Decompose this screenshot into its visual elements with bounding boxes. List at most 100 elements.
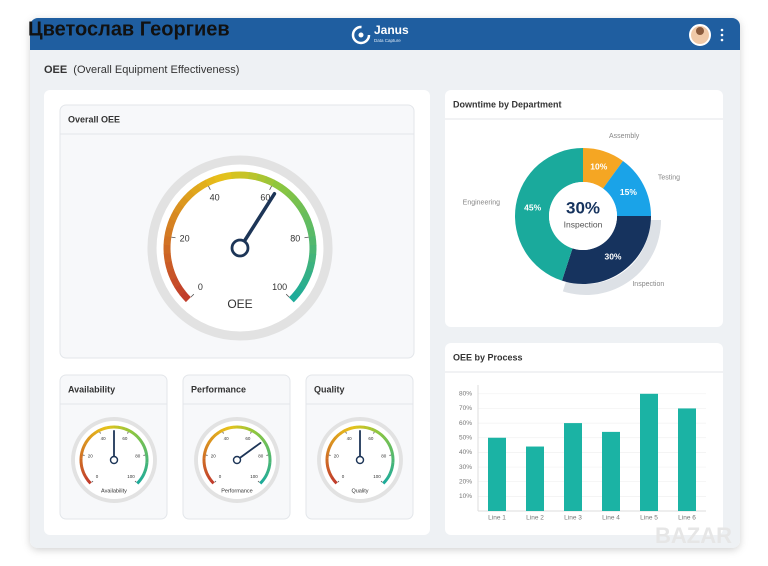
avatar-hair <box>696 27 704 35</box>
center-value: 30% <box>566 198 600 217</box>
gauge-tick-label: 80 <box>290 234 300 244</box>
slice-value-label: 15% <box>620 187 637 197</box>
gauge-color-arc <box>121 426 127 431</box>
gauge-tick <box>91 480 94 483</box>
gauge-color-arc <box>204 469 209 475</box>
gauge-color-arc <box>205 176 217 187</box>
overlay-name: Цветослав Георгиев <box>28 18 230 40</box>
gauge-color-arc <box>271 179 283 191</box>
gauge-color-arc <box>285 189 297 202</box>
brand-sub: Data Capture <box>374 38 401 43</box>
slice-category-label: Testing <box>658 175 680 182</box>
gauge-needle <box>236 442 262 461</box>
gauge-color-arc <box>389 446 394 452</box>
gauge-color-arc <box>291 196 303 208</box>
gauge-color-arc <box>203 465 208 471</box>
gauge-color-arc <box>296 203 307 215</box>
page-title-bold: OEE <box>44 64 67 76</box>
gauge-color-arc <box>326 446 331 452</box>
y-tick-label: 50% <box>459 434 472 441</box>
gauge-color-arc <box>91 431 97 437</box>
gauge-color-arc <box>388 469 393 475</box>
gauge-color-arc <box>304 218 314 230</box>
y-tick-label: 60% <box>459 420 472 427</box>
gauge-color-arc <box>383 436 389 442</box>
gauge-needle <box>238 192 277 250</box>
gauge-color-arc <box>337 431 343 437</box>
gauge-color-arc <box>367 426 373 431</box>
gauge-color-arc <box>80 465 85 471</box>
logo-dot <box>358 32 364 38</box>
gauge-tick <box>337 480 340 483</box>
gauge-tick <box>285 293 290 298</box>
gauge-tick-label: 40 <box>347 436 353 441</box>
gauge-color-arc <box>288 290 301 303</box>
gauge-tick <box>304 236 309 239</box>
gauge-color-arc <box>330 476 336 482</box>
gauge-color-arc <box>138 476 144 482</box>
gauge-tick-label: 100 <box>127 474 135 479</box>
gauge-color-arc <box>86 436 92 442</box>
gauge-color-arc <box>244 426 250 431</box>
bar <box>564 423 582 511</box>
gauge-tick-label: 40 <box>101 436 107 441</box>
gauge-color-arc <box>221 427 227 432</box>
donut-slice <box>602 160 651 216</box>
gauge-tick-label: 100 <box>250 474 258 479</box>
gauge-color-arc <box>266 466 271 471</box>
gauge-color-arc <box>211 433 217 439</box>
gauge-color-arc <box>137 436 143 442</box>
gauge-tick <box>250 431 252 434</box>
gauge-color-arc <box>325 462 330 467</box>
gauge-color-arc <box>166 218 176 230</box>
donut-slice <box>515 148 583 281</box>
gauge-color-arc <box>222 171 233 181</box>
gauge-color-arc <box>202 450 207 456</box>
gauge-color-arc <box>300 210 311 222</box>
gauge-tick <box>190 293 195 298</box>
gauge-color-arc <box>117 425 123 430</box>
slice-category-label: Assembly <box>609 133 640 140</box>
gauge-label: Quality <box>351 488 368 494</box>
gauge-tick-label: 80 <box>258 453 264 458</box>
gauge-color-arc <box>164 226 174 238</box>
gauge-color-arc <box>385 439 391 445</box>
gauge-color-arc <box>294 284 306 296</box>
header-bar <box>30 18 740 50</box>
gauge-label: Performance <box>221 488 253 494</box>
gauge-color-arc <box>389 466 394 471</box>
gauge-color-arc <box>170 276 181 288</box>
gauge-tick-label: 0 <box>198 282 203 292</box>
gauge-color-arc <box>305 261 316 273</box>
gauge-color-arc <box>209 479 215 485</box>
gauge-color-arc <box>308 253 317 264</box>
gauge-color-arc <box>141 443 146 449</box>
x-tick-label: Line 1 <box>488 515 506 522</box>
gauge-label: OEE <box>227 297 252 311</box>
gauge-color-arc <box>263 473 269 479</box>
gauge-color-arc <box>239 171 250 180</box>
y-tick-label: 40% <box>459 449 472 456</box>
gauge-tick-label: 100 <box>373 474 381 479</box>
card-title: Quality <box>314 384 345 394</box>
x-tick-label: Line 3 <box>564 515 582 522</box>
slice-value-label: 45% <box>524 202 541 212</box>
gauge-color-arc <box>334 433 340 439</box>
card-title: Performance <box>191 384 246 394</box>
gauge-color-arc <box>254 431 260 437</box>
bar <box>602 431 620 511</box>
gauge-color-arc <box>203 446 208 452</box>
gauge-color-arc <box>265 469 270 475</box>
gauge-color-arc <box>214 431 220 437</box>
menu-button[interactable] <box>720 28 724 42</box>
gauge-color-arc <box>167 269 177 281</box>
y-tick-label: 80% <box>459 391 472 398</box>
x-tick-label: Line 6 <box>678 515 696 522</box>
gauge-tick <box>208 185 211 190</box>
gauge-color-arc <box>240 425 246 430</box>
gauge-color-arc <box>80 446 85 452</box>
gauge-color-arc <box>228 425 234 430</box>
gauge-tick-label: 20 <box>211 453 217 458</box>
gauge-tick <box>345 431 347 434</box>
